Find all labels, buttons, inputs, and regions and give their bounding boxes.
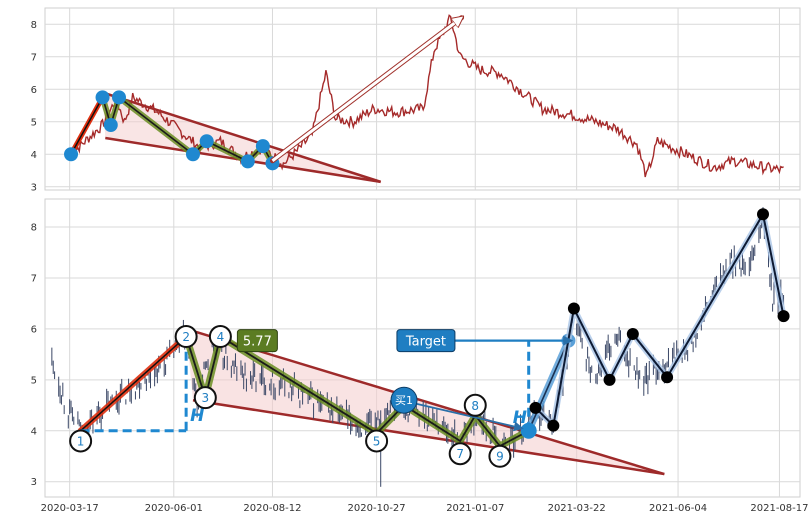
impulse-core [80,335,187,432]
overview-price-line [70,14,784,178]
overview-pivot-dot [240,154,255,169]
overview-frame [44,7,801,191]
point-label-5: 5 [373,434,381,448]
buy-point-marker [390,386,418,414]
breakout-core [527,340,570,432]
overview-y-tick-label: 8 [31,20,37,31]
point-marker-3 [193,386,217,410]
pattern-y-tick-label: 6 [31,324,37,335]
post-pivot-dot [626,327,639,340]
overview-y-tick-label: 7 [31,52,37,63]
point-label-3: 3 [201,391,209,405]
pattern-y-tick-label: 7 [31,273,37,284]
pattern-y-tick-label: 4 [31,426,37,437]
overview-y-tick-label: 4 [31,150,37,161]
x-tick-label: 2021-08-17 [750,503,808,514]
x-tick-label: 2020-06-01 [145,503,203,514]
target-box-text: Target [405,335,446,350]
overview-pivot-dot [64,147,79,162]
point-label-4: 4 [217,330,225,344]
post-pivot-dot [529,401,542,414]
point-marker-2 [174,325,198,349]
point-marker-8 [463,393,487,417]
x-tick-label: 2021-06-04 [649,503,707,514]
overview-pivot-dot [95,90,110,105]
pattern-wedge-upper [185,327,665,476]
overview-pivot-dot [255,139,270,154]
post-pivot-dot [661,371,674,384]
point-marker-5 [365,429,389,453]
overview-impulse-core [70,97,104,155]
x-tick-label: 2021-03-22 [548,503,606,514]
buy-point-label: 买1 [395,394,413,407]
breakout-start-dot [520,422,537,439]
x-tick-label: 2020-10-27 [348,503,406,514]
post-pivot-dot [777,310,790,323]
x-tick-label: 2020-08-12 [243,503,301,514]
height-label: H [190,406,204,426]
pattern-wedge-lower [192,398,665,476]
overview-pivot-dot [199,134,214,149]
post-pivot-dot [757,208,770,221]
pattern-y-tick-label: 8 [31,223,37,234]
post-pivot-dot [603,373,616,386]
target-box [396,329,456,353]
point-label-9: 9 [496,450,504,464]
overview-pivot-dot [103,118,118,132]
point-marker-7 [448,442,472,466]
x-tick-label: 2020-03-17 [41,503,99,514]
point-label-2: 2 [182,330,190,344]
point-label-1: 1 [77,434,85,448]
overview-y-tick-label: 6 [31,85,37,96]
point-marker-1 [69,429,93,453]
pattern-y-tick-label: 3 [31,477,37,488]
post-pattern-path [534,213,785,427]
point-marker-4 [208,325,232,349]
overview-pivot-dot [111,90,126,105]
x-tick-label: 2021-01-07 [446,503,504,514]
post-pivot-dot [567,302,580,315]
value-box [236,329,278,353]
point-marker-9 [488,444,512,468]
point-label-7: 7 [456,447,464,461]
overview-y-tick-label: 5 [31,117,37,128]
overview-pivot-dot [185,147,200,162]
point-label-8: 8 [471,399,479,413]
overview-y-tick-label: 3 [31,182,37,193]
overview-projection-arrow [271,18,461,162]
buy-arrow [413,402,524,432]
value-box-text: 5.77 [243,335,272,350]
post-pivot-dot [547,419,560,432]
pattern-y-tick-label: 5 [31,375,37,386]
